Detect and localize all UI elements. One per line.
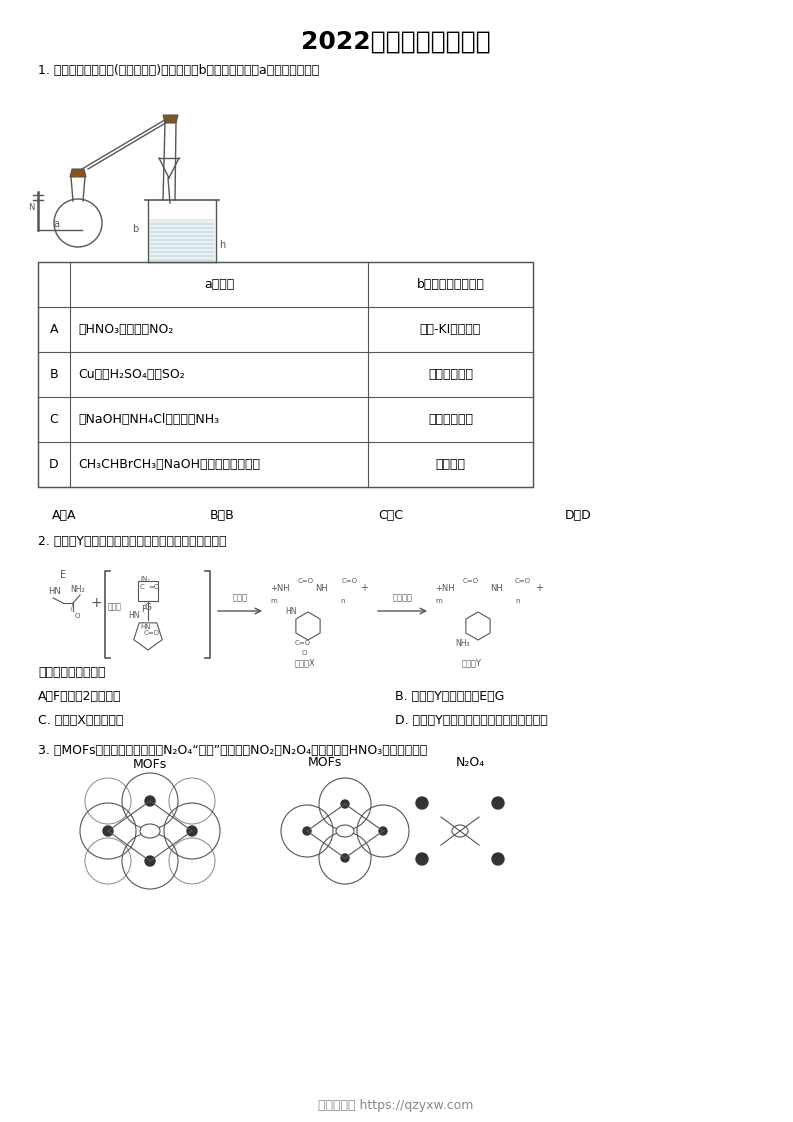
Circle shape	[492, 853, 504, 865]
Text: 浓NaOH与NH₄Cl溶液生成NH₃: 浓NaOH与NH₄Cl溶液生成NH₃	[78, 413, 219, 426]
Text: NH: NH	[490, 583, 503, 592]
Text: MOFs: MOFs	[308, 756, 342, 769]
Polygon shape	[70, 169, 86, 177]
Text: 浓HNO₃分解生成NO₂: 浓HNO₃分解生成NO₂	[78, 323, 174, 335]
Text: +: +	[360, 583, 368, 594]
Text: E: E	[60, 570, 66, 580]
Text: b中检测试剂及现象: b中检测试剂及现象	[416, 278, 485, 291]
Text: CH₃CHBrCH₃与NaOH乙醇溶液生成丙烯: CH₃CHBrCH₃与NaOH乙醇溶液生成丙烯	[78, 458, 260, 471]
Text: F: F	[141, 605, 147, 614]
Text: MOFs: MOFs	[133, 758, 167, 771]
Text: C=O: C=O	[295, 640, 311, 646]
Text: O: O	[302, 650, 308, 656]
Text: n: n	[340, 598, 344, 604]
Text: C=O: C=O	[144, 629, 160, 636]
Ellipse shape	[452, 825, 468, 837]
Text: m: m	[435, 598, 442, 604]
Bar	[149, 221, 215, 261]
Text: O: O	[75, 613, 80, 619]
Circle shape	[492, 797, 504, 809]
Text: 1. 利用如图所示装置(夹持装置略)进行实验，b中现象不能证明a中产物生成的是: 1. 利用如图所示装置(夹持装置略)进行实验，b中现象不能证明a中产物生成的是	[38, 64, 320, 76]
Text: A．F中含有2个酰胺基: A．F中含有2个酰胺基	[38, 690, 121, 703]
Text: 2. 高分子Y是一种人工合成的多肽，其合成路线如下。: 2. 高分子Y是一种人工合成的多肽，其合成路线如下。	[38, 534, 227, 548]
Text: m: m	[270, 598, 277, 604]
Text: 启智优学网 https://qzyxw.com: 启智优学网 https://qzyxw.com	[318, 1098, 473, 1112]
Bar	[38, 263, 533, 487]
Circle shape	[379, 827, 387, 835]
Polygon shape	[163, 114, 178, 123]
Text: 淀粉-KI溶液变蓝: 淀粉-KI溶液变蓝	[419, 323, 481, 335]
Text: b: b	[132, 224, 138, 234]
Text: +: +	[90, 596, 102, 610]
Text: IN-: IN-	[140, 576, 150, 582]
Text: 下列说法不正确的是: 下列说法不正确的是	[38, 666, 105, 680]
Text: C．C: C．C	[378, 508, 403, 522]
Bar	[138, 581, 158, 601]
Text: 聚合物X: 聚合物X	[295, 659, 316, 668]
Circle shape	[103, 826, 113, 836]
Text: HN: HN	[285, 607, 297, 616]
Circle shape	[341, 800, 349, 808]
Text: NH: NH	[315, 583, 328, 592]
Text: 高分子Y: 高分子Y	[462, 659, 482, 668]
Circle shape	[341, 854, 349, 862]
Text: HN: HN	[140, 624, 151, 629]
Text: B．B: B．B	[210, 508, 235, 522]
Circle shape	[145, 795, 155, 806]
Text: G: G	[144, 603, 151, 611]
Text: 守条件: 守条件	[108, 603, 122, 611]
Text: +NH: +NH	[435, 583, 454, 592]
Circle shape	[416, 853, 428, 865]
Text: D. 高分子Y的合成过程中进行了官能团保护: D. 高分子Y的合成过程中进行了官能团保护	[395, 715, 548, 727]
Text: +NH: +NH	[270, 583, 289, 592]
Ellipse shape	[140, 824, 160, 838]
Text: A．A: A．A	[52, 508, 76, 522]
Circle shape	[416, 797, 428, 809]
Ellipse shape	[336, 825, 354, 837]
Text: =O: =O	[148, 583, 159, 590]
Text: a: a	[53, 219, 59, 229]
Text: 溴水褪色: 溴水褪色	[435, 458, 465, 471]
Text: D: D	[49, 458, 59, 471]
Text: 催化剂: 催化剂	[232, 594, 247, 603]
Text: C. 高分子X中存在氢键: C. 高分子X中存在氢键	[38, 715, 124, 727]
Circle shape	[303, 827, 311, 835]
Text: C: C	[140, 583, 145, 590]
Text: N: N	[28, 203, 34, 212]
Text: NH₂: NH₂	[70, 585, 85, 594]
Text: A: A	[50, 323, 58, 335]
Text: n: n	[515, 598, 519, 604]
Text: B. 高分子Y水解可得到E和G: B. 高分子Y水解可得到E和G	[395, 690, 504, 703]
Text: +: +	[535, 583, 543, 594]
Text: h: h	[219, 240, 225, 250]
Text: C: C	[50, 413, 59, 426]
Text: Cu与浓H₂SO₄生成SO₂: Cu与浓H₂SO₄生成SO₂	[78, 368, 185, 381]
Text: 品红溶液褪色: 品红溶液褪色	[428, 368, 473, 381]
Text: 酚酞溶液变红: 酚酞溶液变红	[428, 413, 473, 426]
Text: B: B	[50, 368, 59, 381]
Text: 一定条件: 一定条件	[393, 594, 412, 603]
Text: HN: HN	[128, 610, 140, 619]
Text: C=O: C=O	[342, 578, 358, 583]
Text: C=O: C=O	[515, 578, 531, 583]
Text: HN: HN	[48, 587, 61, 596]
Circle shape	[145, 856, 155, 866]
Text: 2022年北京卷部分试题: 2022年北京卷部分试题	[301, 30, 491, 54]
Text: NH₃: NH₃	[455, 638, 469, 647]
Circle shape	[187, 826, 197, 836]
Text: C=O: C=O	[463, 578, 479, 583]
Text: N₂O₄: N₂O₄	[455, 756, 485, 769]
Text: C=O: C=O	[298, 578, 314, 583]
Text: 3. 某MOFs的多孔材料刚好可将N₂O₄“固定”，实现了NO₂与N₂O₄分离并制备HNO₃，如图所示：: 3. 某MOFs的多孔材料刚好可将N₂O₄“固定”，实现了NO₂与N₂O₄分离并…	[38, 745, 427, 757]
Text: D．D: D．D	[565, 508, 592, 522]
Text: a中反应: a中反应	[204, 278, 234, 291]
